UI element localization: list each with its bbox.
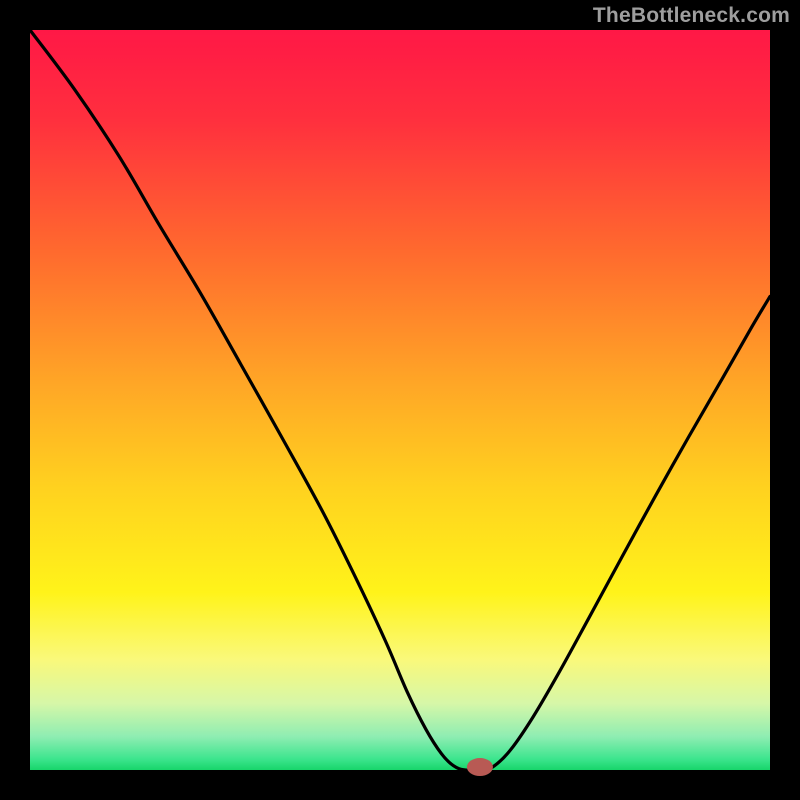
optimal-point-marker	[467, 758, 493, 776]
plot-background	[30, 30, 770, 770]
chart-stage: TheBottleneck.com	[0, 0, 800, 800]
chart-svg	[0, 0, 800, 800]
watermark-text: TheBottleneck.com	[593, 4, 790, 28]
